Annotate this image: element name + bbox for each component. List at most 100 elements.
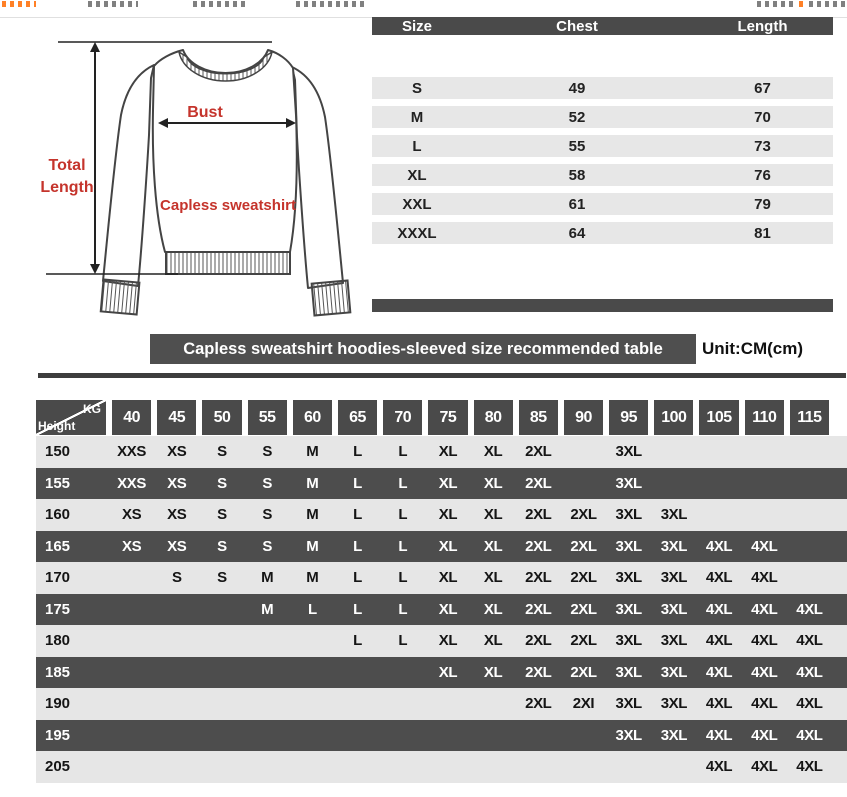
size-cell: L [398, 474, 408, 492]
height-label: 160 [45, 506, 71, 524]
tab-sliver-2[interactable] [193, 1, 248, 7]
tab-sliver-active[interactable] [2, 1, 36, 7]
size-cell: 4XL [751, 663, 778, 681]
size-cell: XL [438, 474, 458, 492]
size-cell: 2XI [572, 695, 595, 713]
size-cell: M [306, 569, 319, 587]
size-cell: XL [438, 632, 458, 650]
size-cell: 2XL [570, 569, 597, 587]
collar [177, 50, 274, 82]
height-label: 205 [45, 758, 71, 776]
size-cell: S [262, 474, 272, 492]
size-cell: XS [167, 537, 187, 555]
size-cell: L [398, 537, 408, 555]
size-cell: 4XL [751, 758, 778, 776]
size-cell: L [353, 443, 362, 461]
size-table-cell: 64 [568, 224, 586, 242]
matrix-row: 150 XXS XS S S M L L XL XL 2XL 3XL [36, 436, 847, 468]
size-cell: L [398, 443, 408, 461]
size-cell: 2XL [525, 443, 552, 461]
section-rule [38, 373, 846, 378]
size-cell: XL [483, 443, 503, 461]
weight-header-cell: 45 [157, 400, 197, 435]
weight-header-cell: 90 [563, 400, 604, 435]
size-cell: S [217, 569, 227, 587]
size-table-row: XXXL 64 81 [372, 222, 833, 244]
size-cell: 4XL [751, 537, 778, 555]
matrix-row: 190 2XL 2XI 3XL 3XL 4XL 4XL 4XL [36, 688, 847, 720]
size-cell: M [306, 537, 319, 555]
unit-label: Unit:CM(cm) [702, 339, 804, 358]
size-cell: 4XL [705, 600, 733, 618]
size-table-cell: L [412, 137, 422, 155]
weight-header-cell: 80 [473, 400, 513, 435]
size-cell: XS [121, 506, 142, 524]
size-table-cell: XXXL [397, 224, 437, 242]
matrix-corner-cell: KG Height [36, 400, 106, 435]
size-cell: M [261, 600, 274, 618]
size-cell: M [261, 569, 274, 587]
size-cell: L [307, 600, 317, 618]
size-cell: 4XL [705, 569, 733, 587]
total-length-label-line1: Total [48, 157, 85, 174]
size-table-cell: 79 [754, 195, 771, 213]
size-cell: 4XL [796, 695, 823, 713]
size-cell: 3XL [660, 506, 688, 524]
size-cell: XS [121, 537, 142, 555]
size-table-rows: S 49 67 M 52 70 L 55 73 XL 58 76 XXL 61 79 XXXL 64 81 [372, 77, 833, 251]
weight-header-cell: 40 [112, 400, 152, 435]
size-cell: XL [483, 663, 503, 681]
height-label: 185 [45, 663, 71, 681]
size-table-cell: 81 [754, 224, 771, 242]
size-cell: 4XL [796, 663, 823, 681]
arrowhead-up-icon [90, 42, 100, 52]
size-cell: XL [483, 537, 503, 555]
size-cell: XXS [117, 474, 146, 492]
size-cell: M [306, 506, 319, 524]
height-label: 155 [45, 474, 71, 492]
height-label: 165 [45, 537, 71, 555]
size-cell: 4XL [705, 663, 733, 681]
size-cell: 3XL [660, 600, 688, 618]
size-cell: 3XL [660, 632, 688, 650]
size-cell: 2XL [570, 537, 597, 555]
size-cell: S [217, 474, 227, 492]
weight-header-cell: 50 [202, 400, 242, 435]
size-cell: 2XL [525, 474, 552, 492]
weight-header-cell: 65 [337, 400, 378, 435]
size-table-cell: 67 [754, 79, 771, 97]
right-cuff [310, 279, 352, 317]
arrowhead-down-icon [90, 264, 100, 274]
size-table-cell: 49 [568, 79, 586, 97]
size-cell: L [353, 506, 362, 524]
hem-band [165, 251, 291, 275]
recommend-matrix: KG Height 40 45 50 55 60 65 70 75 80 85 90 95 100 105… [36, 400, 847, 783]
tab-sliver-3[interactable] [296, 1, 366, 7]
size-cell: L [398, 600, 408, 618]
size-cell: 3XL [660, 695, 688, 713]
matrix-body: 150 XXS XS S S M L L XL XL 2XL 3XL 155 XXS XS S S M L L XL XL… [36, 436, 847, 783]
size-cell: 4XL [705, 537, 733, 555]
size-table-cell: 70 [754, 108, 771, 126]
size-cell: XL [483, 600, 503, 618]
tab-sliver-1[interactable] [88, 1, 138, 7]
size-table-cell: 73 [754, 137, 771, 155]
size-cell: 3XL [660, 537, 688, 555]
size-cell: XS [167, 506, 187, 524]
size-table-row: XL 58 76 [372, 164, 833, 186]
size-cell: XS [167, 474, 187, 492]
size-table-cell: 55 [568, 137, 586, 155]
size-cell: 2XL [525, 695, 552, 713]
tab-sliver-right-1[interactable] [757, 1, 797, 7]
size-cell: 3XL [615, 632, 643, 650]
height-label: 190 [45, 695, 71, 713]
tab-sliver-right-2[interactable] [809, 1, 845, 7]
total-length-label-line2: Length [40, 179, 93, 196]
size-cell: 3XL [615, 663, 643, 681]
size-cell: XL [483, 474, 503, 492]
height-label: 170 [45, 569, 71, 587]
size-table-cell: 76 [754, 166, 771, 184]
size-cell: 2XL [570, 506, 597, 524]
size-cell: 4XL [796, 632, 823, 650]
size-table-row: S 49 67 [372, 77, 833, 99]
